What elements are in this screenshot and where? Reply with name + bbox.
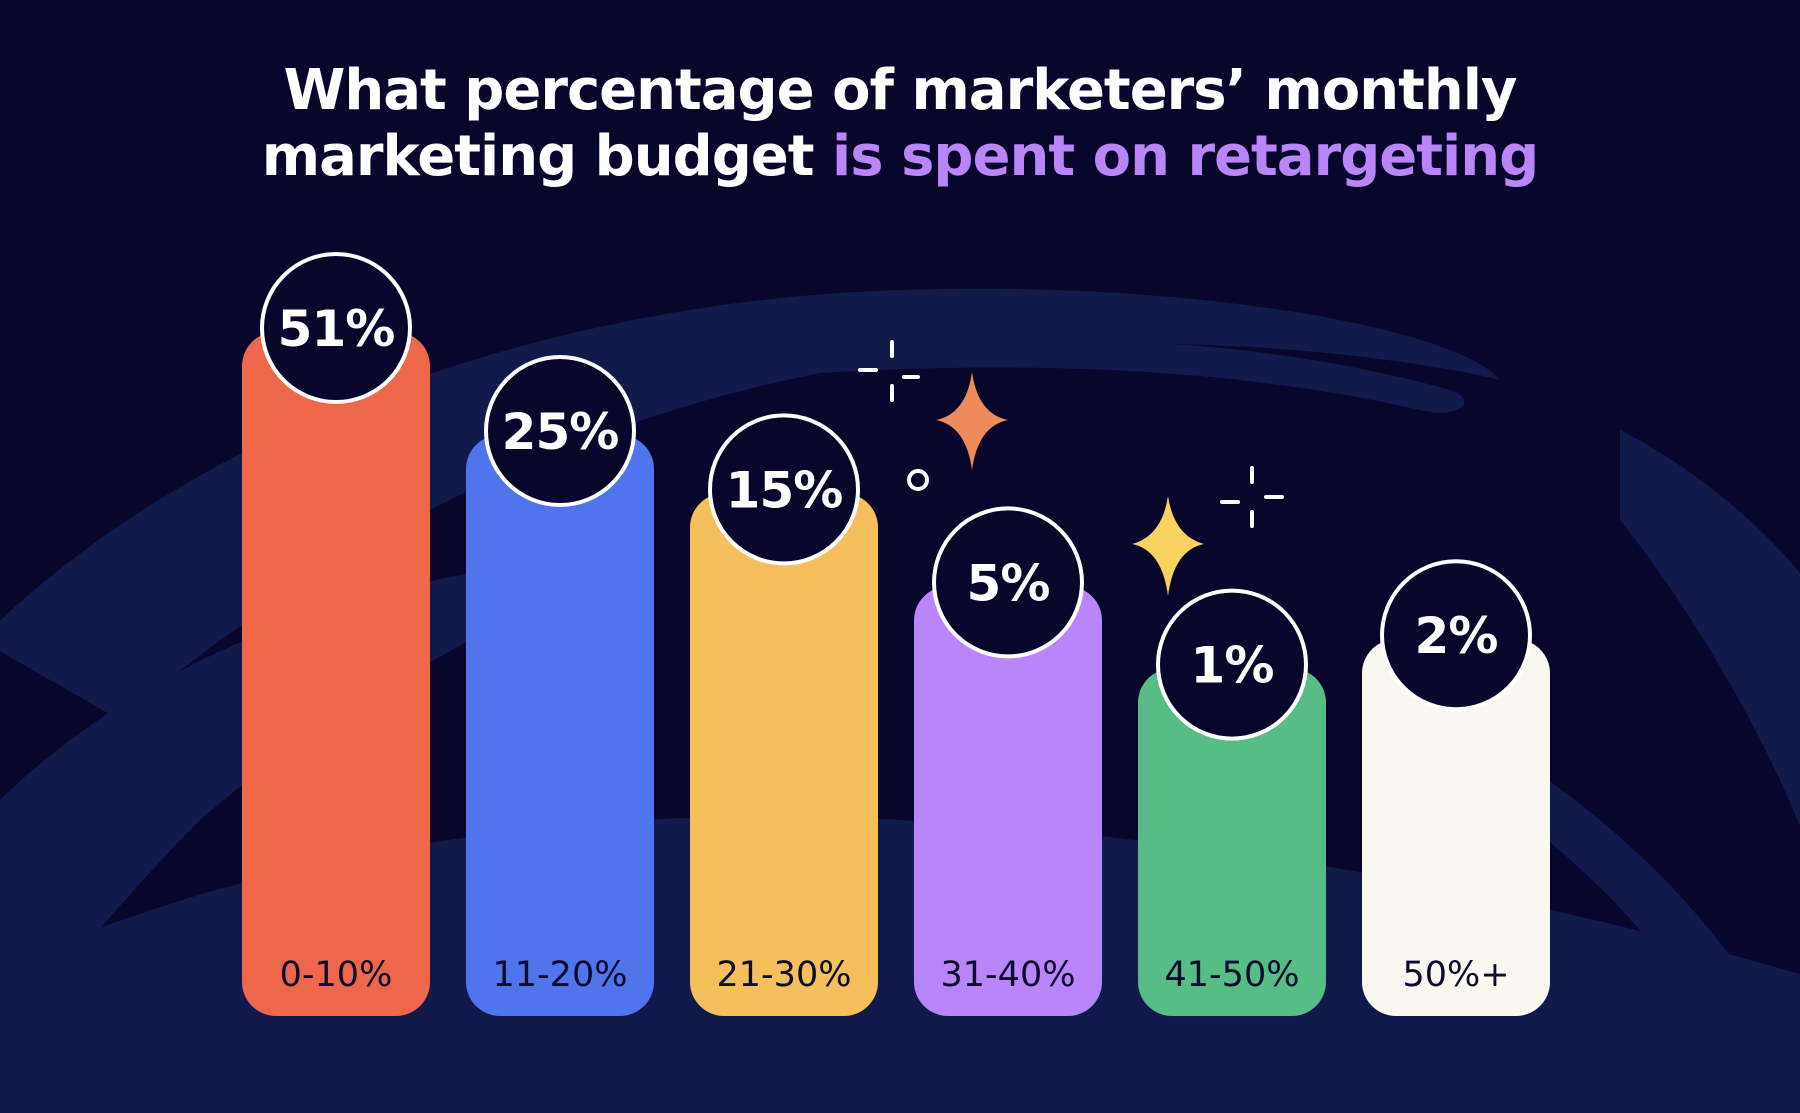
value-label: 51% <box>278 300 395 358</box>
ring-icon <box>907 469 929 491</box>
sparkle-lines-icon <box>1220 466 1284 528</box>
category-label: 11-20% <box>493 955 628 995</box>
category-label: 0-10% <box>280 955 393 995</box>
value-bubble <box>932 506 1084 659</box>
bar-11-20% <box>466 434 654 1016</box>
value-bubble <box>708 413 860 566</box>
value-label: 25% <box>502 403 619 461</box>
bar-41-50% <box>1138 668 1326 1016</box>
chart-title: What percentage of marketers’ monthly ma… <box>0 58 1800 190</box>
value-bubble <box>484 354 636 507</box>
chart-title-accent: is spent on retargeting <box>832 124 1539 189</box>
category-label: 31-40% <box>941 955 1076 995</box>
chart-title-line1: What percentage of marketers’ monthly <box>283 58 1518 123</box>
value-bubble <box>260 252 412 404</box>
value-label: 15% <box>726 461 843 519</box>
yellow-star-icon <box>1132 496 1204 596</box>
category-label: 41-50% <box>1165 955 1300 995</box>
value-label: 1% <box>1191 637 1274 695</box>
value-label: 2% <box>1415 607 1498 665</box>
category-label: 50%+ <box>1402 955 1509 995</box>
category-label: 21-30% <box>717 955 852 995</box>
bar-50%+ <box>1362 639 1550 1016</box>
bar-31-40% <box>914 586 1102 1016</box>
orange-star-icon <box>936 372 1008 470</box>
chart-title-line2: marketing budget <box>261 124 833 189</box>
bar-21-30% <box>690 493 878 1016</box>
value-bubble <box>1380 559 1532 712</box>
value-bubble <box>1156 588 1308 741</box>
sparkle-lines-icon <box>858 340 920 402</box>
value-label: 5% <box>967 554 1050 612</box>
bar-0-10% <box>242 332 430 1016</box>
